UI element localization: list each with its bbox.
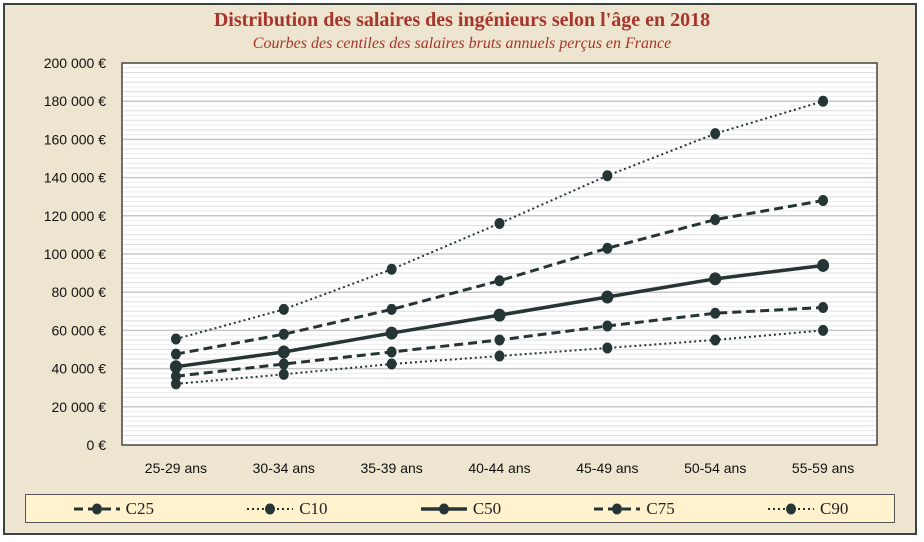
y-tick-label: 200 000 €: [44, 55, 106, 71]
data-point-c90: [710, 128, 721, 140]
data-point-c50: [493, 308, 506, 322]
data-point-c25: [170, 370, 181, 382]
data-point-c50: [385, 326, 398, 340]
legend-item-c25: C25: [72, 499, 154, 519]
legend-item-c75: C75: [592, 498, 675, 519]
y-tick-label: 40 000 €: [52, 361, 107, 377]
data-point-c50: [169, 360, 182, 374]
x-tick-label: 50-54 ans: [684, 460, 746, 476]
data-point-c75: [278, 328, 289, 340]
data-point-c90: [602, 170, 613, 182]
y-tick-label: 60 000 €: [52, 322, 107, 338]
legend-label: C10: [299, 498, 328, 518]
legend-line-icon: [247, 503, 294, 514]
y-tick-label: 140 000 €: [44, 170, 106, 186]
chart-title: Distribution des salaires des ingénieurs…: [213, 9, 711, 31]
data-point-c90: [170, 333, 181, 345]
data-point-c90: [386, 263, 397, 275]
y-tick-label: 80 000 €: [52, 284, 107, 300]
data-point-c90: [278, 303, 289, 315]
legend-label: C50: [472, 498, 502, 518]
data-point-c10: [602, 342, 613, 354]
data-point-c25: [386, 346, 397, 358]
data-point-c25: [494, 334, 505, 346]
x-tick-label: 35-39 ans: [361, 460, 423, 476]
data-point-c75: [170, 348, 181, 360]
legend-line-icon: [420, 503, 467, 514]
data-point-c10: [494, 350, 505, 362]
legend-line-icon: [594, 503, 641, 514]
x-tick-label: 55-59 ans: [792, 460, 854, 476]
data-point-c75: [386, 303, 397, 315]
data-point-c10: [710, 334, 721, 346]
data-point-c90: [494, 217, 505, 229]
data-point-c25: [602, 320, 613, 332]
legend-label: C25: [125, 498, 154, 518]
x-tick-label: 45-49 ans: [576, 460, 638, 476]
data-point-c50: [817, 258, 830, 272]
data-point-c10: [818, 324, 829, 336]
data-point-c90: [818, 95, 829, 107]
data-point-c10: [386, 358, 397, 370]
y-tick-label: 160 000 €: [44, 131, 106, 147]
legend-line-icon: [768, 503, 814, 514]
legend-label: C90: [820, 498, 849, 518]
legend-item-c50: C50: [419, 499, 501, 519]
legend-item-c90: C90: [766, 499, 848, 519]
data-point-c75: [710, 214, 721, 226]
x-tick-label: 30-34 ans: [253, 460, 315, 476]
data-point-c50: [601, 290, 614, 304]
y-tick-label: 0 €: [87, 437, 107, 453]
y-tick-label: 100 000 €: [44, 246, 106, 262]
data-point-c50: [709, 272, 722, 286]
data-point-c75: [494, 275, 505, 287]
data-point-c25: [278, 358, 289, 370]
data-point-c25: [818, 301, 829, 313]
data-point-c50: [277, 345, 290, 359]
x-tick-label: 40-44 ans: [468, 460, 530, 476]
legend-item-c10: C10: [245, 498, 328, 519]
data-point-c10: [170, 378, 181, 390]
data-point-c10: [278, 368, 289, 380]
data-point-c25: [710, 307, 721, 319]
data-point-c75: [818, 195, 829, 207]
plot-border: [121, 62, 878, 446]
y-tick-label: 180 000 €: [44, 93, 106, 109]
legend-label: C75: [646, 498, 675, 518]
legend: C25 C10 C50 C75 C90: [25, 494, 895, 523]
y-tick-label: 20 000 €: [52, 399, 107, 415]
x-tick-label: 25-29 ans: [145, 460, 207, 476]
chart-subtitle: Courbes des centiles des salaires bruts …: [252, 35, 672, 52]
legend-line-icon: [73, 503, 120, 514]
data-point-c75: [602, 242, 613, 254]
y-tick-label: 120 000 €: [44, 208, 106, 224]
